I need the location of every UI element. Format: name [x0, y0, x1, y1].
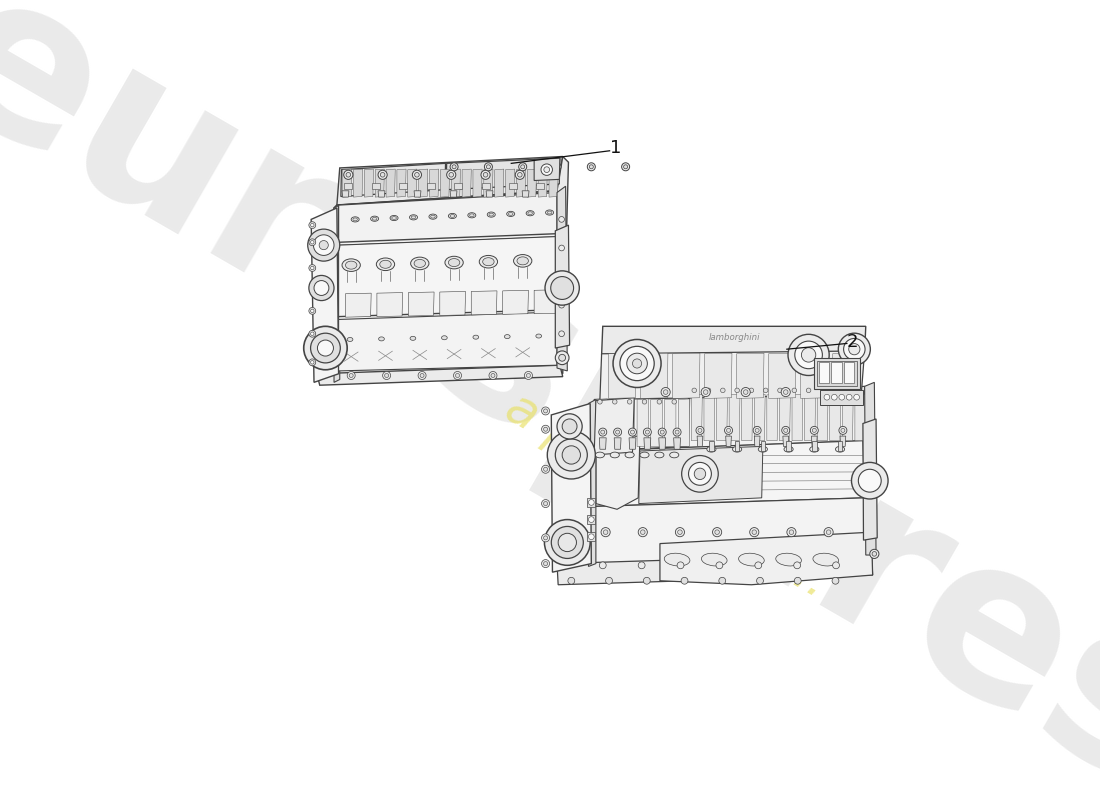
Bar: [735, 441, 739, 451]
Ellipse shape: [733, 446, 741, 452]
Polygon shape: [549, 169, 558, 197]
Polygon shape: [602, 326, 866, 355]
Polygon shape: [345, 293, 371, 317]
Circle shape: [840, 428, 845, 432]
Ellipse shape: [470, 214, 474, 217]
Bar: [482, 183, 490, 189]
Circle shape: [600, 562, 606, 569]
Polygon shape: [375, 169, 384, 197]
Circle shape: [558, 534, 576, 551]
Circle shape: [786, 527, 796, 537]
Ellipse shape: [441, 336, 448, 340]
Polygon shape: [473, 169, 482, 197]
Circle shape: [833, 562, 839, 569]
Circle shape: [541, 426, 550, 434]
Circle shape: [757, 578, 763, 584]
Circle shape: [675, 430, 679, 434]
Polygon shape: [817, 394, 828, 441]
Circle shape: [741, 387, 750, 397]
Ellipse shape: [371, 216, 378, 222]
Polygon shape: [664, 399, 675, 446]
Polygon shape: [339, 312, 557, 371]
Bar: [820, 390, 862, 405]
Circle shape: [661, 387, 670, 397]
Circle shape: [597, 399, 602, 404]
Circle shape: [849, 343, 860, 354]
Circle shape: [627, 399, 631, 404]
Circle shape: [598, 428, 607, 436]
Polygon shape: [317, 365, 563, 386]
Polygon shape: [801, 353, 828, 398]
Circle shape: [681, 578, 688, 584]
Circle shape: [450, 162, 458, 170]
Circle shape: [587, 162, 595, 170]
Circle shape: [310, 361, 314, 364]
Circle shape: [559, 354, 565, 361]
Polygon shape: [673, 438, 681, 450]
Circle shape: [543, 536, 548, 540]
Polygon shape: [600, 438, 606, 450]
Polygon shape: [556, 225, 570, 348]
Bar: [817, 361, 857, 386]
Circle shape: [349, 374, 353, 378]
Ellipse shape: [610, 452, 619, 458]
Circle shape: [844, 338, 865, 360]
Circle shape: [689, 462, 712, 486]
Polygon shape: [397, 169, 406, 197]
Polygon shape: [471, 291, 497, 315]
Circle shape: [846, 394, 852, 400]
Ellipse shape: [414, 259, 426, 267]
Polygon shape: [716, 394, 727, 441]
Polygon shape: [608, 353, 636, 398]
Circle shape: [452, 165, 456, 169]
Circle shape: [682, 455, 718, 492]
Circle shape: [613, 339, 661, 387]
Ellipse shape: [410, 257, 429, 270]
Circle shape: [562, 446, 581, 464]
Circle shape: [551, 277, 573, 299]
Ellipse shape: [392, 217, 396, 219]
Circle shape: [763, 388, 768, 393]
Circle shape: [835, 388, 839, 393]
Ellipse shape: [640, 452, 649, 458]
Circle shape: [872, 551, 877, 556]
Circle shape: [792, 388, 796, 393]
Circle shape: [632, 359, 641, 368]
Circle shape: [744, 390, 748, 394]
Polygon shape: [484, 169, 493, 197]
Circle shape: [802, 348, 816, 362]
Circle shape: [544, 519, 591, 566]
Polygon shape: [447, 158, 560, 190]
Polygon shape: [522, 191, 529, 197]
Bar: [832, 362, 842, 383]
Polygon shape: [729, 394, 740, 441]
Circle shape: [310, 223, 314, 227]
Circle shape: [346, 173, 351, 177]
Circle shape: [486, 165, 491, 169]
Circle shape: [556, 165, 559, 169]
Circle shape: [314, 281, 329, 295]
Circle shape: [518, 173, 522, 177]
Circle shape: [672, 399, 676, 404]
Circle shape: [519, 162, 527, 170]
Circle shape: [783, 428, 788, 432]
Polygon shape: [495, 169, 504, 197]
Polygon shape: [408, 169, 417, 197]
Polygon shape: [692, 394, 702, 441]
Polygon shape: [342, 169, 352, 197]
Circle shape: [309, 265, 316, 271]
Polygon shape: [840, 436, 846, 446]
Polygon shape: [865, 382, 876, 555]
Circle shape: [520, 165, 525, 169]
Polygon shape: [334, 191, 557, 379]
Ellipse shape: [707, 446, 716, 452]
Circle shape: [412, 170, 421, 179]
Circle shape: [616, 430, 619, 434]
Polygon shape: [833, 353, 860, 398]
Circle shape: [782, 426, 790, 434]
Ellipse shape: [348, 338, 353, 342]
Circle shape: [755, 562, 761, 569]
Ellipse shape: [526, 210, 535, 216]
Circle shape: [568, 578, 574, 584]
